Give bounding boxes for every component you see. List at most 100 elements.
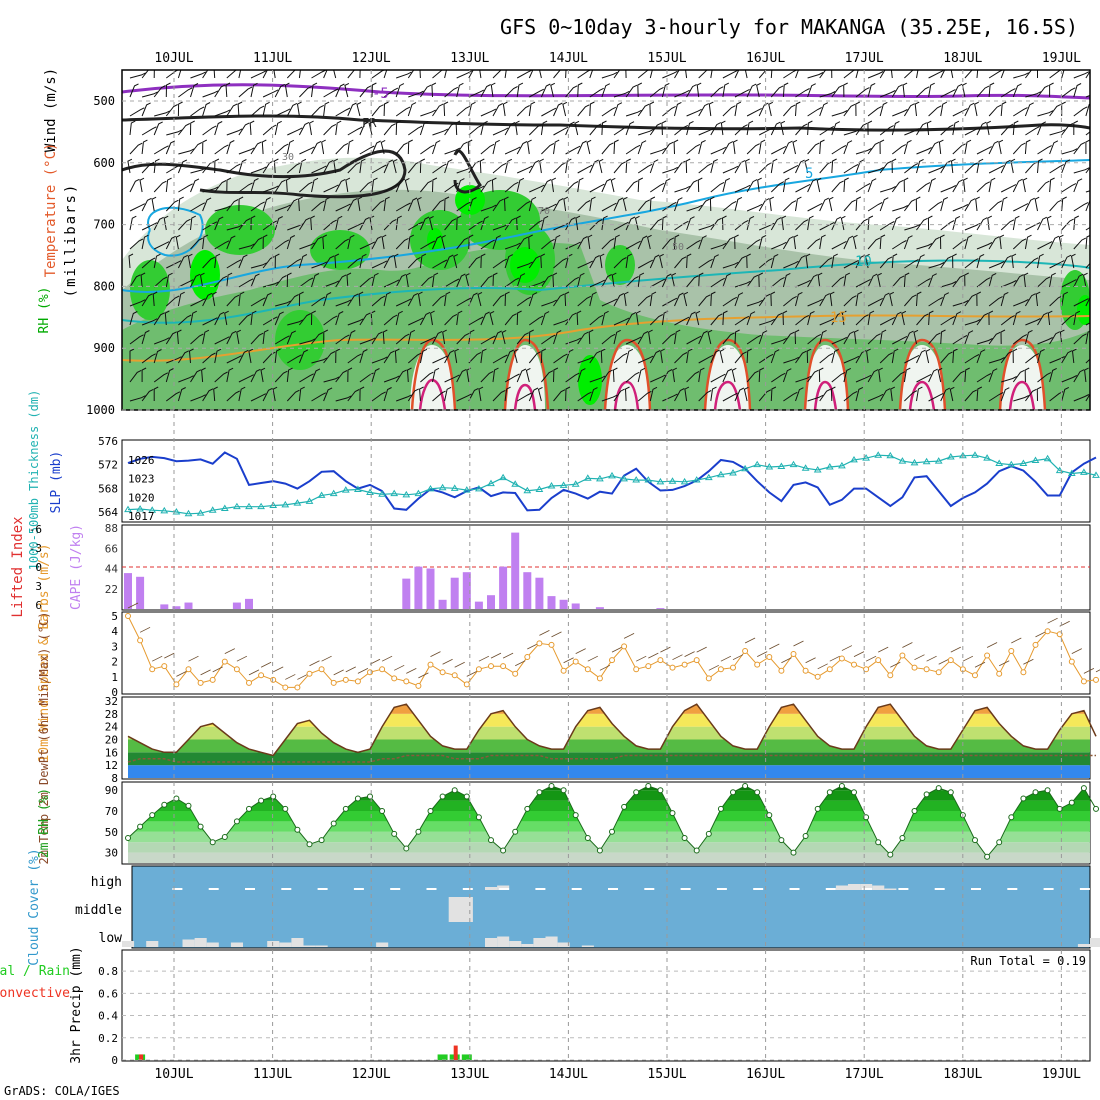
wind10m-barb (152, 655, 163, 662)
rh-tick: 90 (105, 784, 118, 797)
wind-barb (335, 107, 351, 117)
wind-barb (952, 215, 961, 231)
thickness-point (995, 459, 1004, 466)
rh-point (354, 795, 361, 802)
wind-barb (371, 331, 383, 345)
wind-barb (853, 329, 859, 345)
wind-barb (214, 121, 223, 136)
wind-barb (975, 196, 980, 212)
wind-barb (577, 295, 592, 307)
wind-barb (516, 105, 530, 117)
slp-tick: 1020 (128, 491, 155, 504)
wind-barb (504, 86, 518, 98)
wind-barb (347, 293, 359, 307)
wind-barb (867, 297, 883, 307)
wind-barb (553, 102, 563, 117)
wind10m-point (596, 675, 603, 682)
wind-barb (380, 139, 386, 155)
wind-barb (407, 234, 415, 250)
wind-barb (1061, 218, 1074, 231)
wind-barb (202, 186, 219, 193)
wind-barb (926, 120, 932, 136)
wind-barb (335, 178, 346, 193)
wind-barb (238, 278, 254, 288)
precip-run-total: Run Total = 0.19 (970, 954, 1086, 968)
wind-barb (698, 258, 713, 269)
wind-barb (589, 291, 597, 307)
wind-barb (1085, 262, 1090, 269)
wind-barb (383, 387, 392, 402)
wind-barb (940, 89, 956, 98)
wind-barb (710, 242, 727, 250)
wind-barb (226, 128, 243, 136)
wind-barb (1024, 197, 1035, 212)
wind-barb (299, 277, 314, 288)
wind-barb (880, 90, 896, 98)
wind-barb (213, 386, 218, 402)
thickness-point (305, 497, 314, 504)
thickness-point (196, 509, 205, 516)
rh-point (560, 787, 567, 794)
rh-point (173, 795, 180, 802)
wind10m-barb (515, 660, 526, 667)
wind-barb (758, 353, 774, 364)
thickness-point (450, 484, 459, 491)
wind-barb (564, 291, 570, 307)
wind-barb (746, 370, 760, 383)
wind-barb (127, 158, 133, 174)
wind-barb (395, 333, 410, 345)
thickness-point (245, 502, 253, 510)
wind-barb (686, 84, 697, 98)
wind-barb (771, 241, 787, 250)
wind-barb (964, 330, 974, 345)
thickness-point (777, 462, 786, 469)
wind-barb (359, 276, 374, 288)
wind-barb (698, 235, 707, 250)
wind-barb (1013, 395, 1030, 402)
wind-barb (624, 386, 630, 402)
wind-barb (843, 272, 851, 288)
wind-barb (202, 234, 209, 250)
wind-barb (998, 139, 1004, 155)
wind-barb (637, 103, 650, 117)
wind-barb (1037, 253, 1044, 269)
thickness-point (632, 476, 641, 483)
thickness-point (547, 481, 556, 489)
wind-barb (262, 256, 275, 269)
wind-barb (722, 310, 728, 326)
wind-barb (928, 141, 940, 155)
rh-point (693, 847, 700, 854)
wind-barb (504, 277, 520, 288)
wind-barb (661, 120, 667, 136)
wind-barb (492, 367, 499, 383)
temp-tick: 12 (105, 759, 118, 772)
wind-barb (250, 368, 261, 383)
cloud-low-bar (581, 945, 594, 947)
wind-barb (432, 177, 438, 193)
wind-barb (722, 273, 732, 288)
wind-barb (395, 310, 403, 326)
wind-barb (444, 196, 450, 212)
wind-barb (516, 177, 525, 193)
thickness-point (874, 451, 883, 458)
wind-barb (807, 107, 822, 117)
temp-tick: 20 (105, 734, 118, 747)
wind-barb (516, 70, 532, 79)
thickness-point (644, 476, 653, 483)
wind-barb (759, 318, 775, 326)
wind-barb (662, 70, 678, 79)
wind10m-barb (744, 637, 756, 644)
wind-barb (541, 143, 555, 155)
wind-barb (686, 120, 694, 136)
wind-barb (190, 237, 203, 250)
wind-barb (516, 200, 531, 212)
cape-bar (160, 604, 169, 609)
wind10m-point (1020, 669, 1027, 676)
wind10m-point (669, 664, 676, 671)
wind-barb (904, 70, 914, 79)
wind-barb (407, 139, 413, 155)
cloud-high-bar (485, 887, 498, 890)
wind-barb (383, 123, 396, 136)
wind10m-barb (454, 661, 465, 668)
